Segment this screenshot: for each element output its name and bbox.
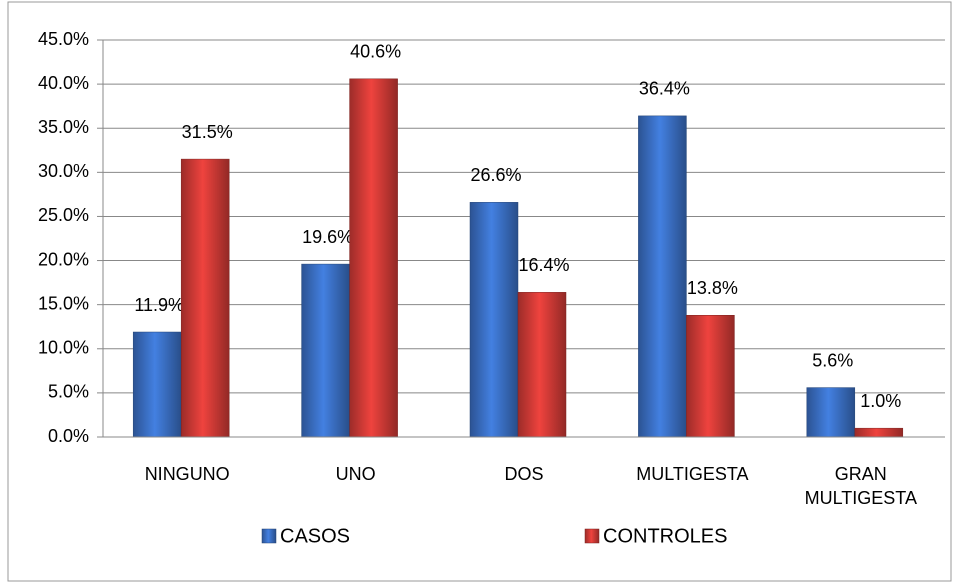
data-label: 5.6% — [812, 350, 853, 370]
bar — [349, 78, 398, 438]
y-tick-label: 40.0% — [38, 73, 89, 93]
data-label: 40.6% — [350, 42, 401, 62]
x-tick-label: GRAN MULTIGESTA — [804, 464, 917, 508]
y-tick-label: 15.0% — [38, 293, 89, 313]
y-tick-label: 45.0% — [38, 29, 89, 49]
data-label: 19.6% — [302, 227, 353, 247]
legend-label: CONTROLES — [603, 525, 727, 547]
y-tick-label: 0.0% — [48, 426, 89, 446]
y-tick-label: 25.0% — [38, 205, 89, 225]
bar — [301, 263, 350, 438]
x-tick-label: UNO — [335, 464, 376, 484]
y-tick-label: 5.0% — [48, 382, 89, 402]
y-tick-label: 20.0% — [38, 249, 89, 269]
bar — [638, 115, 687, 438]
x-tick-label: NINGUNO — [144, 464, 230, 484]
data-label: 11.9% — [134, 295, 184, 315]
data-label: 31.5% — [182, 122, 233, 142]
bar — [180, 158, 230, 438]
x-tick-label: MULTIGESTA — [636, 464, 749, 484]
bar — [686, 315, 735, 438]
y-tick-label: 35.0% — [38, 117, 89, 137]
y-tick-label: 30.0% — [38, 161, 89, 181]
bar — [132, 331, 182, 438]
bar — [469, 202, 519, 438]
data-label: 13.8% — [687, 278, 738, 298]
legend-swatch — [584, 528, 600, 544]
legend-swatch — [261, 528, 277, 544]
bar — [806, 387, 856, 438]
data-label: 1.0% — [860, 391, 901, 411]
data-label: 36.4% — [639, 79, 690, 99]
y-tick-label: 10.0% — [38, 338, 89, 358]
legend-label: CASOS — [280, 525, 350, 547]
x-tick-label: DOS — [504, 464, 544, 484]
chart-border — [7, 1, 952, 582]
bar — [517, 292, 567, 438]
data-label: 26.6% — [470, 165, 521, 185]
data-label: 16.4% — [518, 255, 569, 275]
bar — [854, 427, 904, 438]
